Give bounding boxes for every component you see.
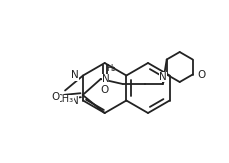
Text: CH₃: CH₃: [56, 95, 74, 104]
Text: H₂: H₂: [106, 64, 115, 73]
Text: O: O: [101, 85, 109, 95]
Text: ⁺: ⁺: [111, 65, 115, 74]
Text: N: N: [102, 74, 109, 84]
Text: N: N: [71, 96, 79, 105]
Text: O: O: [198, 69, 206, 80]
Text: N: N: [71, 71, 79, 81]
Text: N: N: [159, 72, 166, 82]
Text: O: O: [52, 92, 60, 102]
